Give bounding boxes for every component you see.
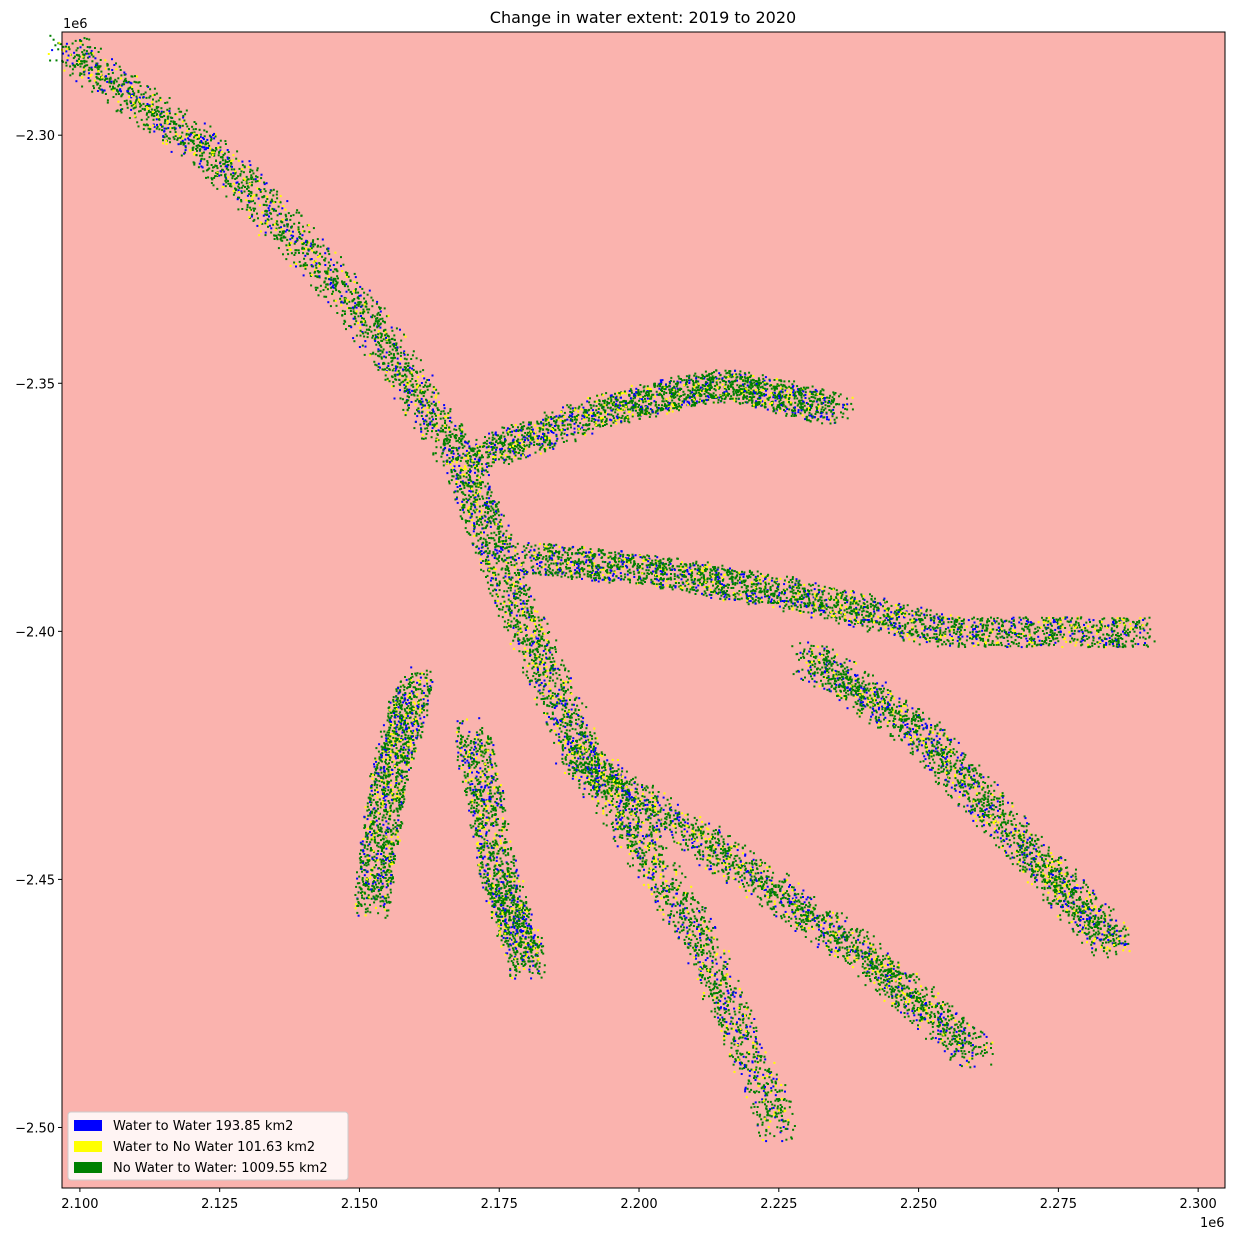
- legend-swatch: [74, 1120, 102, 1131]
- x-tick-label: 2.175: [481, 1197, 518, 1212]
- x-axis: 2.100 2.125 2.150 2.175 2.200 2.225 2.250 2.275…: [61, 1188, 1217, 1212]
- y-tick-label: −2.35: [15, 377, 55, 392]
- legend-swatch: [74, 1162, 102, 1173]
- x-tick-label: 2.250: [900, 1197, 937, 1212]
- y-tick-label: −2.50: [15, 1121, 55, 1136]
- legend-swatch: [74, 1141, 102, 1152]
- change-pixels: [47, 34, 1156, 1143]
- x-tick-label: 2.275: [1040, 1197, 1077, 1212]
- legend-label: No Water to Water: 1009.55 km2: [113, 1161, 328, 1176]
- legend-label: Water to Water 193.85 km2: [113, 1119, 293, 1134]
- x-tick-label: 2.225: [760, 1197, 797, 1212]
- x-tick-label: 2.200: [620, 1197, 657, 1212]
- x-tick-label: 2.300: [1180, 1197, 1217, 1212]
- x-tick-label: 2.100: [61, 1197, 98, 1212]
- chart-title: Change in water extent: 2019 to 2020: [490, 8, 796, 27]
- plot-frame: [61, 31, 1226, 1189]
- legend-box: [67, 1111, 349, 1181]
- y-offset-label: 1e6: [63, 17, 88, 32]
- x-tick-label: 2.150: [341, 1197, 378, 1212]
- x-tick-label: 2.125: [201, 1197, 238, 1212]
- y-tick-label: −2.30: [15, 129, 55, 144]
- y-tick-label: −2.45: [15, 873, 55, 888]
- x-offset-label: 1e6: [1200, 1216, 1225, 1231]
- y-axis: −2.30 −2.35 −2.40 −2.45 −2.50: [15, 129, 62, 1136]
- legend: Water to Water 193.85 km2 Water to No Wat…: [67, 1111, 349, 1181]
- legend-label: Water to No Water 101.63 km2: [113, 1140, 315, 1155]
- plot-background: [62, 32, 1225, 1188]
- plot-area: [47, 31, 1226, 1189]
- y-tick-label: −2.40: [15, 625, 55, 640]
